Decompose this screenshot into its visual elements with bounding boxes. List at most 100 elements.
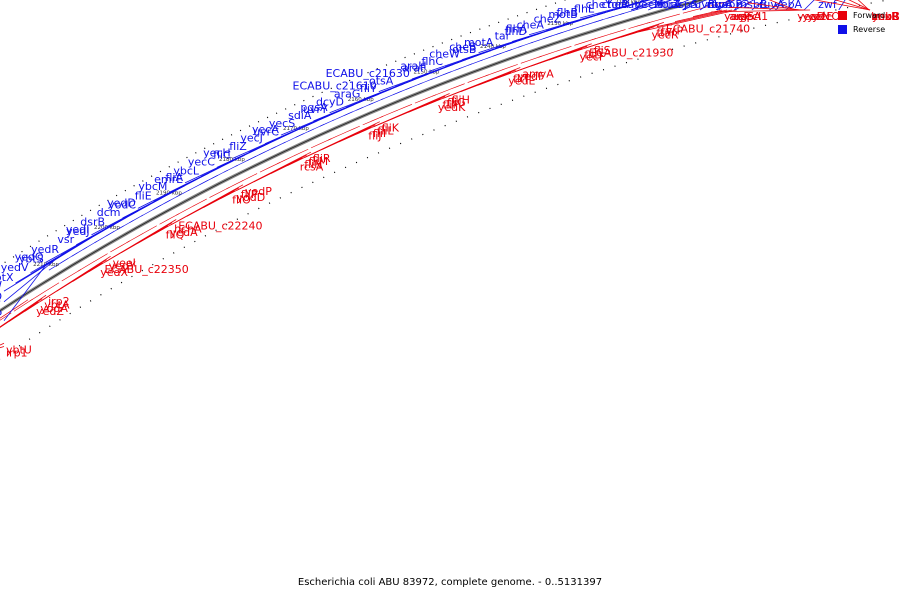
gene-label-fliM: fliM (309, 155, 328, 168)
gene-label-yebA: yebA (774, 0, 802, 11)
forward-gene-hchA (93, 253, 108, 262)
gene-label-yedD: yedD (107, 196, 136, 209)
gene-label-cheB: cheB (449, 41, 476, 54)
gene-label-fliT: fliT (513, 73, 530, 86)
leader-line (857, 0, 870, 11)
tick-label: 2140 kbp (480, 44, 506, 50)
genome-caption: Escherichia coli ABU 83972, complete gen… (297, 577, 603, 588)
gene-label-fliP: fliP (241, 188, 258, 201)
leader-line (768, 0, 796, 11)
gene-label-fliJ: fliJ (368, 130, 381, 143)
gene-label-hchA: hchA (174, 223, 202, 236)
leader-line (287, 121, 380, 166)
gene-label-yecR: yecR (652, 29, 679, 42)
gene-label-yodD: yodD (237, 191, 266, 204)
gene-label-yedY: yedY (109, 260, 136, 273)
forward-gene-yecP (682, 7, 705, 14)
gene-label-yodA: yodA (40, 302, 68, 315)
gene-label-yecO: yecO (812, 10, 840, 23)
gene-label-fliQ: fliQ (166, 229, 185, 242)
legend-reverse-label: Reverse (853, 24, 886, 34)
gene-label-yecA: yecA (252, 123, 279, 136)
gene-label-ybtQ: ybtQ (0, 290, 2, 303)
reverse-swatch (838, 24, 847, 34)
gene-label-fliI: fliI (373, 127, 386, 140)
forward-gene-ECABU_c21930 (502, 64, 518, 70)
leader-line (769, 0, 785, 11)
gene-label-fliD: fliD (584, 49, 602, 62)
leader-line (15, 250, 69, 284)
leader-line (834, 0, 871, 11)
strand-legend: Forward Reverse (838, 8, 900, 38)
leader-line (495, 43, 592, 79)
gene-label-torY: torY (607, 0, 630, 11)
leader-line (220, 151, 312, 200)
gene-label-uvrC: uvrC (253, 125, 279, 138)
gene-label-fliO: fliO (232, 194, 251, 207)
gene-label-yebB1: yebB1 (872, 10, 900, 23)
gene-label-ECABU_c22350: ECABU_c22350 (105, 263, 189, 276)
leader-line (699, 0, 717, 11)
forward-gene-yeeI (13, 298, 33, 312)
forward-gene-fliP (159, 213, 180, 225)
gene-label-yecJ: yecJ (240, 132, 263, 145)
gene-label-ECABU_c21740: ECABU_c21740 (666, 22, 750, 35)
gene-label-ybtA: ybtA (44, 299, 70, 312)
forward-swatch (838, 10, 847, 20)
gene-label-fliR: fliR (313, 152, 331, 165)
gene-label-cheZ: cheZ (534, 12, 562, 25)
gene-label-dsrB: dsrB (80, 216, 105, 229)
gene-label-ybcL: ybcL (173, 164, 200, 177)
gene-label-sdiA: sdiA (288, 109, 312, 122)
gene-label-yedJ: yedJ (66, 225, 90, 238)
reverse-gene-ECABU_c21610 (480, 52, 502, 62)
gene-label-fliL: fliL (377, 125, 394, 138)
forward-gene-fliD (520, 55, 543, 64)
leader-line (665, 0, 690, 11)
gene-label-ruvC: ruvC (707, 0, 733, 11)
gene-label-yedA: yedA (170, 226, 198, 239)
gene-label-emrE: emrE (154, 173, 183, 186)
leader-line (0, 346, 5, 349)
forward-gene-yecE (719, 0, 735, 4)
gene-label-flhA: flhA (506, 23, 528, 36)
forward-gene-ECABU_c21740 (556, 46, 572, 52)
leader-line (3, 264, 47, 321)
forward-gene-fliH (345, 125, 360, 133)
gene-label-yecF: yecF (580, 50, 606, 63)
gene-label-fliE: fliE (135, 189, 152, 202)
leader-line (0, 342, 5, 346)
gene-label-yecE: yecE (807, 10, 833, 23)
forward-gene-yedA (110, 240, 130, 253)
gene-label-cheR: cheR (601, 0, 629, 11)
gene-label-flhC: flhC (422, 55, 444, 68)
gene-label-yedX: yedX (100, 266, 128, 279)
leader-line (711, 9, 811, 13)
forward-gene-fliR (209, 187, 230, 198)
gene-label-yedE: yedE (508, 75, 535, 88)
leader-line (717, 0, 736, 11)
gene-label-yedI: yedI (66, 223, 90, 236)
legend-forward: Forward (838, 8, 900, 22)
gene-label-ybtS: ybtS (19, 253, 44, 266)
forward-gene-argS (664, 13, 680, 19)
tick-label: 2130 kbp (547, 21, 573, 27)
gene-label-dcyD: dcyD (316, 95, 344, 108)
gene-label-ECABU_c22240: ECABU_c22240 (178, 220, 262, 233)
gene-label-znuB: znuB (872, 10, 899, 23)
gene-label-ybtU: ybtU (6, 343, 32, 356)
reverse-gene-layer (48, 0, 672, 271)
leader-line (674, 9, 728, 22)
reverse-gene-araH (530, 35, 553, 44)
forward-gene-yedK (397, 104, 413, 111)
gene-label-fliN: fliN (304, 158, 322, 171)
gene-label-vsr: vsr (57, 233, 74, 246)
gene-label-uvrY: uvrY (303, 103, 328, 116)
gene-label-hexR: hexR (871, 10, 899, 23)
gene-label-msbB: msbB (736, 0, 767, 11)
gene-label-tar: tar (495, 30, 511, 43)
forward-gene-yedE (467, 74, 489, 83)
gene-label-yecM: yecM (635, 0, 664, 11)
